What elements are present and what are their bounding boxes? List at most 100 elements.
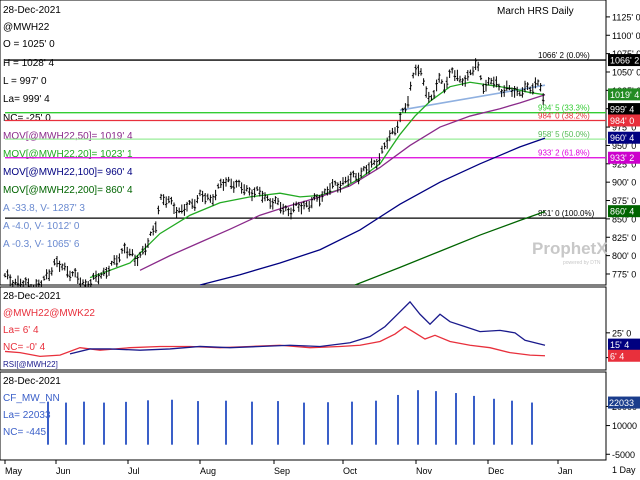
- fib-levels: 1066' 2 (0.0%) 994' 5 (33.3%)984' 0 (38.2…: [5, 51, 606, 219]
- spread-label-text: 6' 4: [610, 351, 624, 361]
- volume-bar: [125, 401, 127, 445]
- x-axis-tick-label: Jan: [558, 466, 573, 476]
- moving-average-line-mov100: [199, 137, 546, 286]
- volume-bar: [225, 400, 227, 445]
- price-y-tick-label: 825' 0: [612, 233, 636, 243]
- price-y-tick-label: 875' 0: [612, 196, 636, 206]
- volume-bar: [303, 402, 305, 445]
- fib-level-label: 933' 2 (61.8%): [538, 149, 590, 158]
- panel2-date: 28-Dec-2021: [3, 291, 61, 302]
- volume-bar: [531, 402, 533, 445]
- price-y-tick-label: 775' 0: [612, 269, 636, 279]
- price-y-tick-label: 925' 0: [612, 159, 636, 169]
- spread-series-line: [4, 325, 546, 358]
- trend1-readout: A -33.8, V- 1287' 3: [3, 203, 85, 214]
- open-readout: O = 1025' 0: [3, 39, 55, 50]
- high-readout: H = 1028' 4: [3, 58, 55, 69]
- volume-bar: [473, 395, 475, 445]
- mov100-readout: MOV[@MWH22,100]= 960' 4: [3, 167, 133, 178]
- last-readout: La= 999' 4: [3, 94, 50, 105]
- volume-bar: [435, 391, 437, 445]
- price-label-text: 1066' 2: [610, 56, 639, 66]
- spread-labels: 15' 46' 4: [608, 338, 640, 362]
- panel1-symbol: @MWH22: [3, 22, 50, 33]
- volume-bar: [511, 400, 513, 445]
- x-axis: May Jun Jul Aug Sep Oct Nov Dec Jan: [4, 460, 573, 476]
- price-y-tick-label: 1125' 0: [612, 12, 640, 22]
- volume-symbol: CF_MW_NN: [3, 393, 60, 404]
- x-axis-tick-label: Nov: [416, 466, 433, 476]
- volume-bar: [47, 401, 49, 445]
- moving-average-line-mov50: [139, 94, 546, 271]
- price-y-tick-label: 1100' 0: [612, 31, 640, 41]
- price-series: [3, 58, 545, 295]
- panel3-date: 28-Dec-2021: [3, 376, 61, 387]
- panel1-date: 28-Dec-2021: [3, 5, 61, 16]
- volume-y-tick-label: -5000: [612, 450, 635, 460]
- fib-level-label: 851' 0 (100.0%): [538, 209, 595, 218]
- spread-last: La= 6' 4: [3, 325, 39, 336]
- volume-y-axis: 2000010000-5000: [606, 402, 637, 460]
- spread-label-box: [608, 338, 640, 351]
- volume-bars: [47, 390, 533, 445]
- volume-nc: NC= -445: [3, 427, 47, 438]
- spread-symbol: @MWH22@MWK22: [3, 308, 95, 319]
- price-label-text: 984' 0: [610, 116, 634, 126]
- price-label-box: [608, 54, 640, 67]
- volume-bar: [327, 402, 329, 445]
- moving-average-line-mov200: [354, 210, 546, 286]
- spread-panel: 28-Dec-2021 @MWH22@MWK22 La= 6' 4 NC= -0…: [0, 286, 640, 371]
- spread-nc: NC= -0' 4: [3, 342, 46, 353]
- spread-label-text: 15' 4: [610, 340, 629, 350]
- volume-panel: 28-Dec-2021 CF_MW_NN La= 22033 NC= -445 …: [0, 371, 640, 461]
- volume-bar: [103, 402, 105, 445]
- price-y-tick-label: 900' 0: [612, 178, 636, 188]
- chart-title: March HRS Daily: [497, 6, 574, 17]
- price-label-box: [608, 103, 640, 116]
- x-axis-tick-label: May: [5, 466, 23, 476]
- volume-bar: [351, 401, 353, 445]
- interval-label: 1 Day: [612, 465, 636, 475]
- price-y-tick-label: 950' 0: [612, 141, 636, 151]
- volume-bar: [417, 390, 419, 445]
- volume-label-text: 22033: [609, 398, 634, 408]
- fib-level-label: 984' 0 (38.2%): [538, 111, 590, 120]
- volume-labels: 22033: [608, 396, 640, 409]
- volume-last: La= 22033: [3, 410, 51, 421]
- price-label-box: [608, 131, 640, 144]
- volume-bar: [147, 400, 149, 445]
- price-label-box: [608, 205, 640, 218]
- price-label-box: [608, 88, 640, 101]
- price-y-tick-label: 850' 0: [612, 214, 636, 224]
- price-panel: March HRS Daily 28-Dec-2021 @MWH22 O = 1…: [0, 0, 640, 295]
- price-y-tick-label: 975' 0: [612, 123, 636, 133]
- price-label-box: [608, 114, 640, 127]
- x-axis-tick-label: Jun: [56, 466, 71, 476]
- watermark-sub: powered by DTN: [563, 260, 601, 266]
- spread-series: [4, 300, 546, 358]
- rsi-label: RSI[@MWH22]: [3, 360, 58, 369]
- volume-bar: [493, 398, 495, 445]
- moving-averages: [89, 81, 546, 286]
- x-axis-tick-label: Dec: [488, 466, 505, 476]
- volume-label-box: [608, 396, 640, 409]
- mov50-readout: MOV[@MWH22,50]= 1019' 4: [3, 131, 133, 142]
- low-readout: L = 997' 0: [3, 76, 47, 87]
- price-label-text: 860' 4: [610, 207, 634, 217]
- volume-bar: [455, 393, 457, 445]
- volume-bar: [277, 401, 279, 445]
- fib-level-label: 1066' 2 (0.0%): [538, 51, 590, 60]
- x-axis-tick-label: Jul: [128, 466, 140, 476]
- volume-bar: [397, 394, 399, 445]
- net-change-readout: NC= -25' 0: [3, 113, 51, 124]
- spread-label-box: [608, 349, 640, 362]
- x-axis-tick-label: Aug: [200, 466, 216, 476]
- price-y-tick-label: 800' 0: [612, 251, 636, 261]
- volume-bar: [83, 401, 85, 445]
- spread-series-line: [69, 300, 546, 355]
- mov200-readout: MOV[@MWH22,200]= 860' 4: [3, 185, 133, 196]
- price-y-tick-label: 1050' 0: [612, 67, 640, 77]
